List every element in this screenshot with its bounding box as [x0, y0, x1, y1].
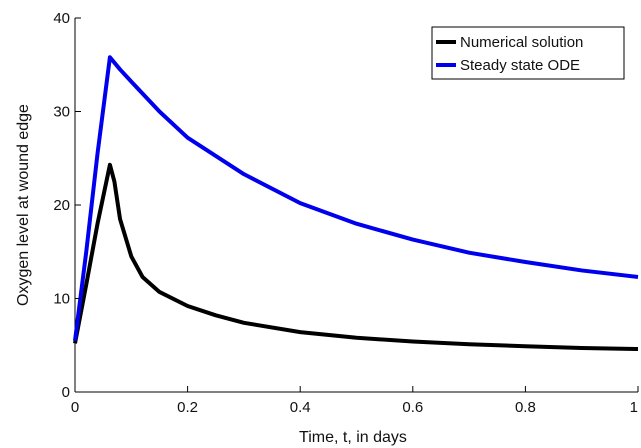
series-line-steady-state: [73, 55, 639, 341]
x-tick-label: 0: [71, 399, 79, 416]
y-tick-label: 40: [53, 10, 70, 27]
x-tick-label: 0.4: [290, 399, 311, 416]
x-tick-label: 0.2: [177, 399, 198, 416]
x-tick-label: 1: [630, 399, 638, 416]
series-layer: [73, 55, 639, 351]
legend-label-numerical: Numerical solution: [460, 34, 583, 51]
legend-label-steady: Steady state ODE: [460, 57, 580, 74]
x-tick-label: 0.6: [402, 399, 423, 416]
y-tick-label: 30: [53, 104, 70, 121]
y-tick-label: 0: [62, 384, 70, 401]
x-tick-label: 0.8: [515, 399, 536, 416]
y-axis-label: Oxygen level at wound edge: [15, 104, 32, 306]
y-tick-label: 10: [53, 291, 70, 308]
legend-box: [431, 26, 625, 80]
series-line-numerical: [73, 162, 639, 351]
y-tick-label: 20: [53, 197, 70, 214]
legend: Numerical solution Steady state ODE: [431, 26, 625, 80]
x-axis-label: Time, t, in days: [299, 429, 407, 446]
